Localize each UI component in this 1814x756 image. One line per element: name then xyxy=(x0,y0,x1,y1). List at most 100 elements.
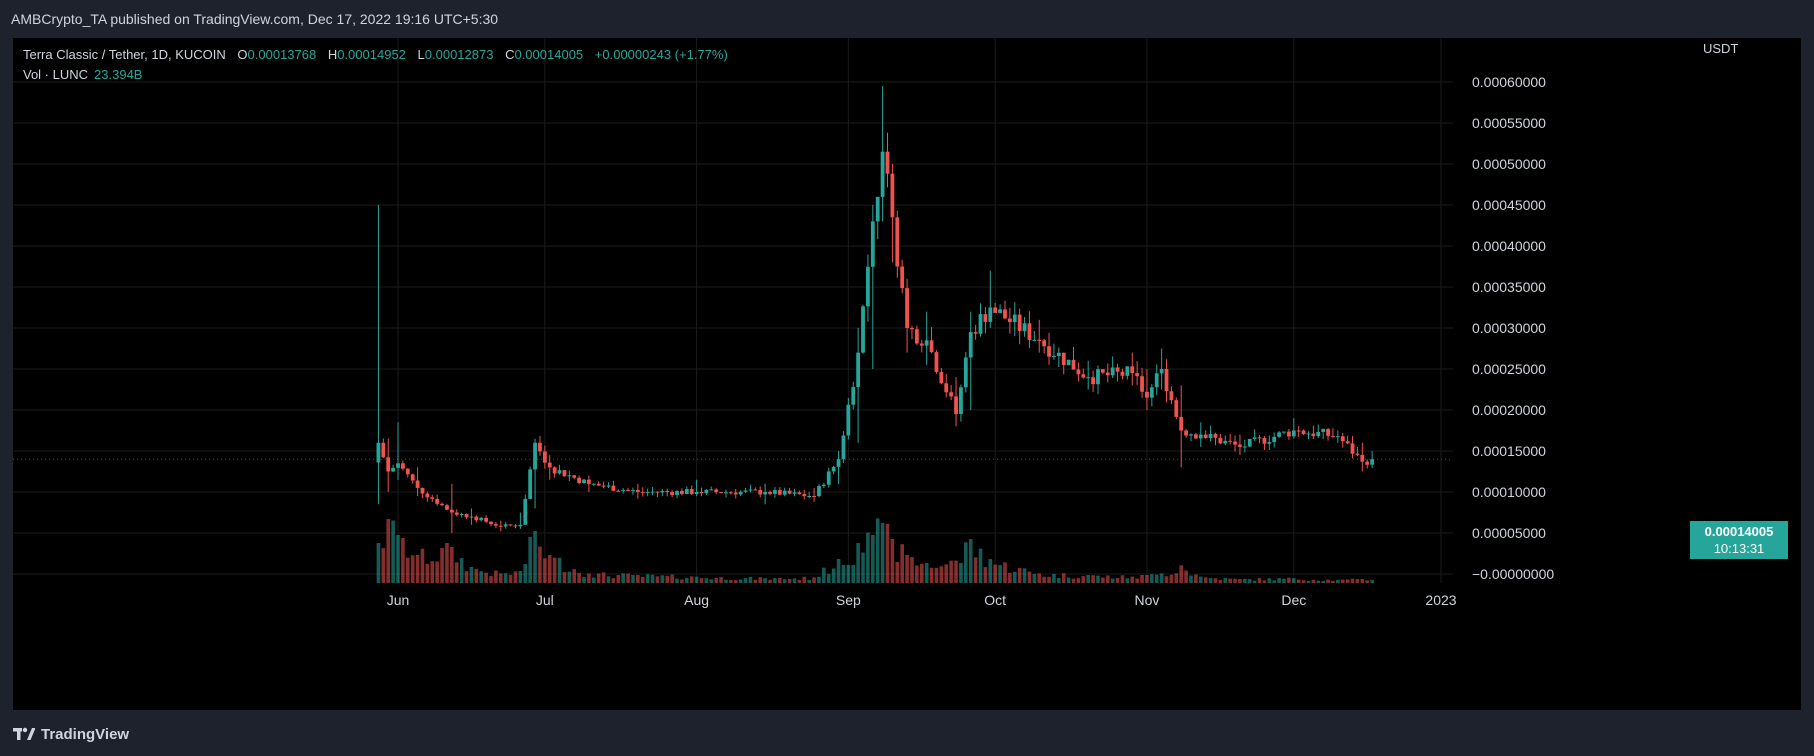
volume-bar xyxy=(753,579,758,583)
candle-body xyxy=(459,514,464,516)
candle-body xyxy=(430,497,435,499)
volume-bar xyxy=(831,568,836,583)
candle-body xyxy=(1071,359,1076,370)
volume-bar xyxy=(1331,580,1335,583)
candle-body xyxy=(1110,367,1115,376)
candle-body xyxy=(1164,369,1169,392)
volume-row: Vol · LUNC 23.394B xyxy=(23,65,736,85)
volume-bar xyxy=(895,561,900,583)
candle-body xyxy=(489,521,493,525)
candle-body xyxy=(787,490,792,494)
candle-body xyxy=(533,442,537,470)
volume-bar xyxy=(978,548,983,583)
candle-body xyxy=(905,288,909,328)
chart-frame[interactable]: 0.00060000 0.00055000 0.00050000 0.00045000… xyxy=(13,38,1801,710)
tradingview-logo[interactable]: TradingView xyxy=(13,726,129,743)
candle-body xyxy=(1056,352,1061,356)
volume-bar xyxy=(1071,578,1076,583)
candle-layer xyxy=(376,86,1375,533)
candle-body xyxy=(1282,431,1286,433)
volume-bar xyxy=(670,574,674,583)
candle-body xyxy=(807,496,812,498)
candle-body xyxy=(464,514,469,518)
volume-bar xyxy=(1350,578,1355,583)
price-tick-label: 0.00045000 xyxy=(1472,197,1546,213)
volume-bar xyxy=(1066,577,1071,583)
volume-bar xyxy=(1101,577,1105,583)
candle-body xyxy=(1125,366,1130,376)
candle-body xyxy=(988,307,993,322)
candle-body xyxy=(821,484,826,487)
volume-bar xyxy=(621,573,625,583)
candle-body xyxy=(1003,309,1007,319)
candle-body xyxy=(645,492,650,494)
candle-body xyxy=(851,387,856,405)
volume-bar xyxy=(572,569,577,583)
candle-body xyxy=(655,491,660,493)
volume-bar xyxy=(675,578,679,583)
candle-body xyxy=(978,314,983,334)
candle-body xyxy=(611,485,616,491)
candle-body xyxy=(670,491,675,495)
volume-bar xyxy=(871,535,875,583)
candle-body xyxy=(542,451,547,463)
price-tick-label: 0.00035000 xyxy=(1472,279,1546,295)
volume-bar xyxy=(518,571,523,583)
candle-body xyxy=(1306,433,1311,435)
volume-bar xyxy=(1169,574,1174,583)
volume-bar xyxy=(1012,571,1017,583)
candle-body xyxy=(1052,355,1056,357)
candle-body xyxy=(1247,438,1252,447)
volume-bar xyxy=(474,568,479,583)
time-axis[interactable]: Jun Jul Aug Sep Oct Nov Dec 2023 xyxy=(387,592,1457,608)
candle-body xyxy=(1252,437,1257,439)
volume-bar xyxy=(1008,572,1012,583)
change-value: +0.00000243 (+1.77%) xyxy=(594,47,728,62)
candle-body xyxy=(954,396,958,415)
candle-body xyxy=(640,492,645,493)
volume-bar xyxy=(582,577,586,583)
volume-bar xyxy=(489,576,493,583)
volume-bar xyxy=(1287,577,1291,583)
candle-body xyxy=(968,332,973,358)
volume-bar xyxy=(797,579,802,583)
candle-body xyxy=(684,488,689,494)
volume-bar xyxy=(1032,574,1037,583)
volume-bar xyxy=(567,571,572,583)
candle-body xyxy=(826,471,831,485)
volume-bar xyxy=(1360,579,1365,583)
volume-bar xyxy=(768,580,772,583)
volume-bar xyxy=(1022,568,1027,583)
volume-bar xyxy=(856,543,860,583)
candle-body xyxy=(1296,430,1301,432)
volume-bar xyxy=(1233,578,1237,583)
volume-bar xyxy=(1238,579,1242,583)
volume-bar xyxy=(699,578,704,583)
volume-bar xyxy=(396,535,400,583)
price-axis[interactable]: 0.00060000 0.00055000 0.00050000 0.00045000… xyxy=(1472,74,1554,582)
candle-body xyxy=(738,491,743,495)
volume-label[interactable]: Vol · LUNC xyxy=(23,67,89,82)
candle-body xyxy=(1120,371,1125,376)
volume-bar xyxy=(1115,577,1120,583)
candle-body xyxy=(469,516,474,518)
candle-body xyxy=(949,392,954,397)
candle-body xyxy=(733,492,738,495)
volume-bar xyxy=(1130,576,1135,583)
currency-label[interactable]: USDT xyxy=(1703,41,1739,56)
volume-bar xyxy=(650,574,655,583)
volume-bar xyxy=(919,563,924,583)
candle-body xyxy=(841,435,846,460)
price-chart[interactable]: 0.00060000 0.00055000 0.00050000 0.00045000… xyxy=(13,38,1801,710)
volume-bar xyxy=(1189,575,1193,583)
candle-body xyxy=(689,488,694,495)
volume-bar xyxy=(1203,577,1208,583)
volume-bar xyxy=(1061,573,1066,583)
candle-body xyxy=(768,492,772,494)
volume-bar xyxy=(959,562,963,583)
candle-body xyxy=(1257,437,1262,439)
volume-bar xyxy=(513,571,518,583)
volume-bar xyxy=(836,559,841,583)
symbol-title[interactable]: Terra Classic / Tether, 1D, KUCOIN xyxy=(23,47,226,62)
volume-bar xyxy=(973,557,978,583)
